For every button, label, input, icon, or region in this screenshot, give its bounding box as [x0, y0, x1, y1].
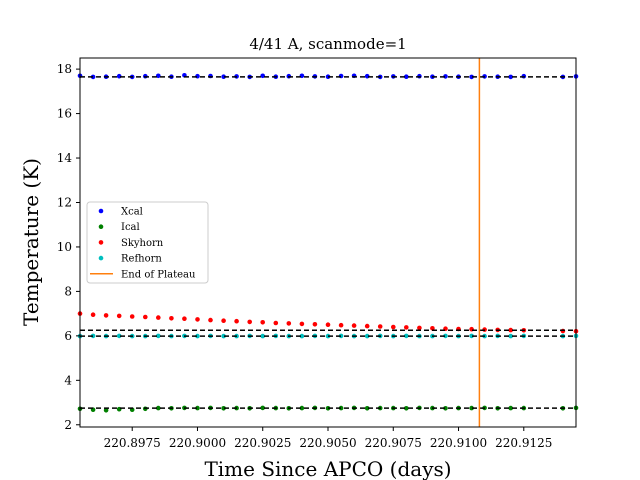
point-skyhorn-10 — [208, 317, 213, 323]
x-tick-label-0: 220.8975 — [104, 436, 161, 450]
point-skyhorn-19 — [325, 322, 331, 328]
point-refhorn-6 — [156, 333, 161, 339]
point-xcal-6 — [156, 73, 161, 79]
y-axis-label: Temperature (K) — [19, 158, 43, 326]
point-skyhorn-23 — [377, 324, 383, 329]
point-ical-14 — [260, 405, 266, 411]
point-skyhorn-18 — [312, 322, 318, 327]
point-skyhorn-27 — [430, 326, 435, 331]
point-ical-9 — [195, 405, 200, 411]
legend-label-ical: Ical — [121, 222, 140, 233]
x-axis-label: Time Since APCO (days) — [204, 457, 451, 480]
point-ical-30 — [469, 405, 474, 411]
point-ical-11 — [221, 406, 226, 411]
point-xcal-14 — [260, 73, 266, 79]
point-refhorn-20 — [338, 333, 344, 339]
point-skyhorn-20 — [338, 322, 344, 328]
point-ical-2 — [103, 408, 109, 413]
plot-area — [77, 58, 579, 427]
point-skyhorn-12 — [234, 318, 239, 324]
point-skyhorn-8 — [182, 316, 187, 322]
point-refhorn-25 — [404, 333, 409, 339]
point-refhorn-28 — [443, 333, 448, 339]
point-skyhorn-24 — [391, 324, 396, 330]
point-xcal-30 — [469, 74, 474, 80]
point-refhorn-33 — [508, 333, 513, 339]
point-skyhorn-16 — [286, 321, 292, 326]
axes: 220.8975 220.9000 220.9025 220.9050 220.9075… — [57, 62, 553, 450]
legend-label-refhorn: Refhorn — [121, 254, 162, 265]
point-skyhorn-14 — [260, 320, 266, 325]
x-tick-label-1: 220.9000 — [169, 436, 226, 450]
y-tick-label-2: 6 — [64, 329, 72, 343]
point-skyhorn-4 — [129, 314, 135, 319]
point-skyhorn-26 — [417, 325, 422, 331]
point-ical-33 — [508, 405, 513, 411]
point-skyhorn-25 — [404, 325, 409, 330]
point-skyhorn-13 — [247, 319, 252, 325]
point-ical-22 — [364, 406, 370, 411]
point-refhorn-14 — [260, 333, 266, 339]
point-refhorn-1 — [90, 333, 96, 339]
x-tick-label-3: 220.9050 — [299, 436, 356, 450]
y-tick-label-1: 4 — [64, 373, 72, 387]
point-skyhorn-7 — [169, 316, 174, 321]
point-skyhorn-2 — [103, 313, 109, 318]
point-skyhorn-22 — [364, 323, 370, 329]
point-xcal-11 — [221, 74, 226, 79]
point-ical-17 — [299, 405, 305, 411]
point-ical-6 — [156, 405, 161, 411]
y-tick-label-6: 14 — [57, 151, 73, 165]
point-skyhorn-21 — [351, 323, 357, 328]
legend-box — [86, 201, 209, 284]
point-skyhorn-3 — [116, 313, 122, 319]
legend-label-end-of-plateau: End of Plateau — [121, 269, 196, 280]
legend-marker-refhorn — [98, 255, 104, 261]
point-refhorn-17 — [299, 333, 305, 339]
point-ical-28 — [443, 406, 448, 411]
point-ical-25 — [404, 406, 409, 411]
point-skyhorn-11 — [221, 318, 226, 324]
point-skyhorn-17 — [299, 321, 305, 327]
point-skyhorn-9 — [195, 317, 200, 322]
x-tick-label-6: 220.9125 — [495, 436, 552, 450]
legend-marker-xcal — [98, 208, 104, 214]
x-tick-label-5: 220.9100 — [430, 436, 487, 450]
point-xcal-33 — [508, 74, 513, 80]
x-tick-label-4: 220.9075 — [365, 436, 422, 450]
point-skyhorn-5 — [143, 314, 148, 320]
x-tick-label-2: 220.9025 — [234, 436, 291, 450]
point-skyhorn-1 — [90, 312, 96, 318]
y-tick-label-4: 10 — [57, 240, 72, 254]
point-skyhorn-6 — [156, 315, 161, 320]
y-tick-label-0: 2 — [64, 418, 72, 432]
legend-marker-ical — [98, 224, 104, 229]
legend-label-xcal: Xcal — [121, 207, 143, 218]
legend: Xcal Ical Skyhorn Refhorn End of Plateau — [86, 201, 209, 284]
point-ical-20 — [338, 405, 344, 411]
y-tick-label-3: 8 — [64, 284, 72, 298]
point-refhorn-30 — [469, 333, 474, 339]
point-refhorn-11 — [221, 333, 226, 339]
legend-marker-skyhorn — [98, 240, 104, 245]
point-xcal-1 — [90, 74, 96, 80]
y-tick-label-5: 12 — [57, 195, 72, 209]
point-skyhorn-15 — [273, 320, 279, 326]
legend-label-skyhorn: Skyhorn — [121, 238, 164, 249]
point-skyhorn-33 — [508, 327, 513, 333]
point-refhorn-9 — [195, 333, 200, 339]
y-tick-label-7: 16 — [57, 107, 72, 121]
chart-title: 4/41 A, scanmode=1 — [249, 35, 406, 53]
y-tick-label-8: 18 — [57, 62, 72, 76]
point-refhorn-3 — [116, 333, 122, 339]
point-refhorn-22 — [364, 333, 370, 339]
point-xcal-25 — [404, 74, 409, 79]
